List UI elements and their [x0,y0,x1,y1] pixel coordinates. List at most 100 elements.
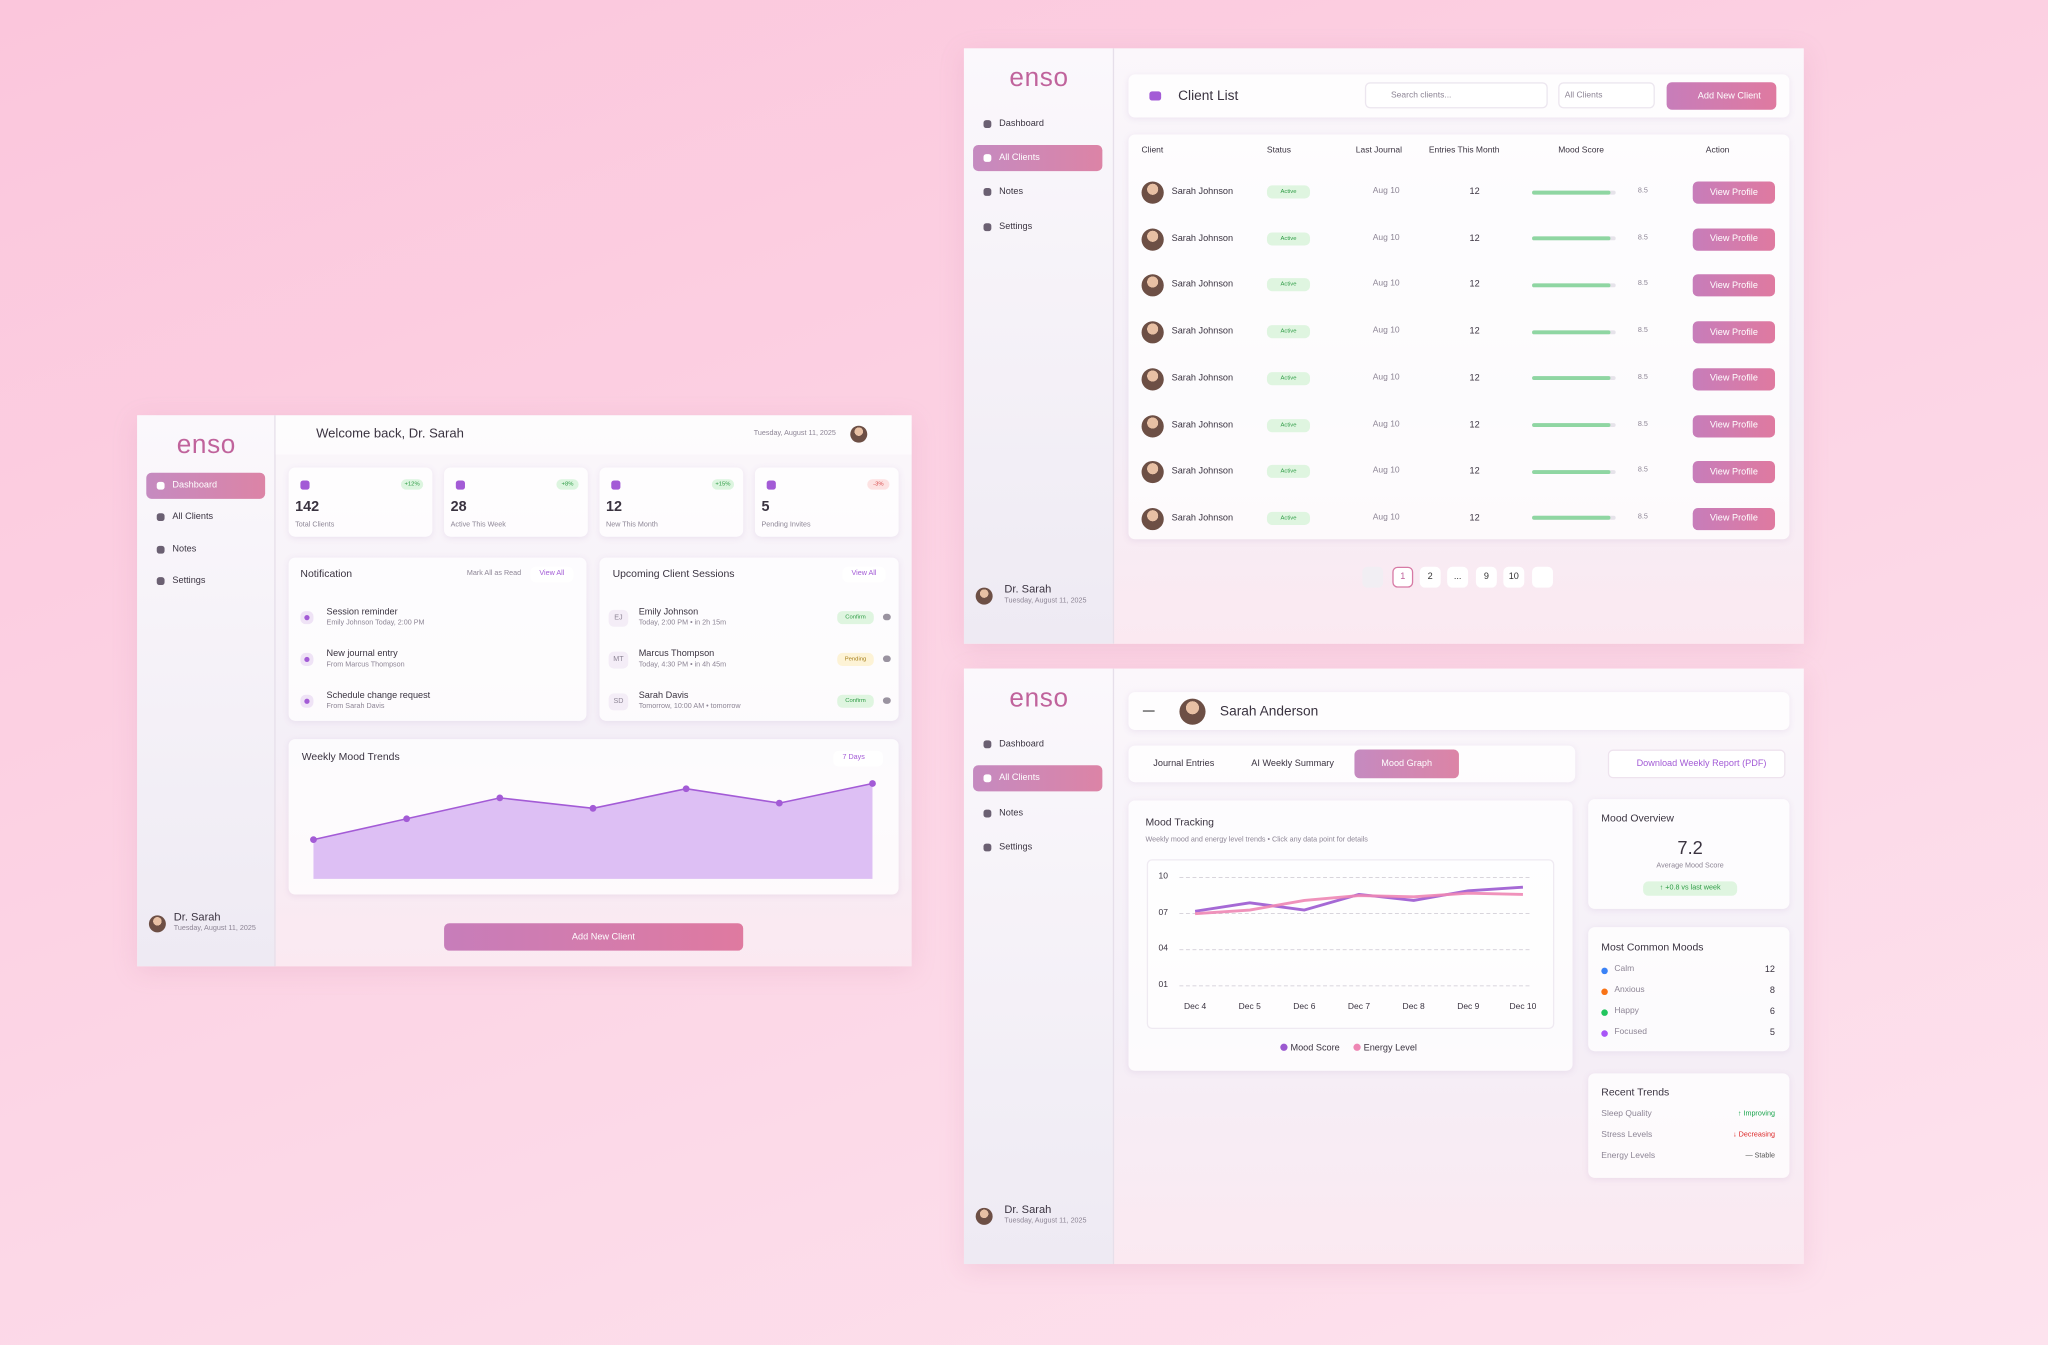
back-arrow[interactable] [1142,710,1155,713]
view-profile-btn[interactable] [1692,274,1776,297]
nav-item[interactable]: Settings [999,842,1033,853]
stat-label: New This Month [606,521,658,530]
page-label[interactable]: 10 [1508,572,1519,582]
mark-all[interactable]: Mark All as Read [466,569,522,578]
page-next[interactable] [1532,566,1553,588]
view-profile-btn[interactable] [1692,367,1776,391]
view-all[interactable]: View All [539,569,565,578]
column-header[interactable]: Mood Score [1558,145,1604,156]
column-header[interactable]: Last Journal [1355,145,1403,156]
mood-count: 8 [1769,986,1776,996]
chat-icon[interactable] [882,655,891,663]
nav-active[interactable] [973,144,1103,172]
view-profile-btn[interactable] [1692,321,1776,344]
download-btn[interactable] [1607,749,1786,779]
status-pill [1266,418,1311,432]
page-label[interactable]: 2 [1427,572,1433,582]
client-avatar [1141,414,1164,437]
client-name: Sarah Anderson [1219,703,1319,720]
entries: 12 [1469,327,1480,337]
filter-select[interactable] [1558,82,1655,109]
search-placeholder[interactable]: Search clients... [1391,90,1452,100]
filter-label[interactable]: All Clients [1564,90,1603,100]
tab-active[interactable] [1354,749,1459,779]
mood-score: 8.5 [1637,466,1648,475]
view-profile-label[interactable]: View Profile [1709,421,1758,431]
legend-label: Energy Level [1363,1043,1417,1053]
sessions-card [599,557,899,721]
chat-icon[interactable] [882,697,891,704]
range-label[interactable]: 7 Days [842,753,865,762]
nav-item[interactable]: Settings [999,222,1033,232]
view-profile-label[interactable]: View Profile [1709,188,1758,198]
download-label[interactable]: Download Weekly Report (PDF) [1636,759,1767,769]
nav-item[interactable]: Dashboard [999,119,1044,129]
page-prev[interactable] [1362,566,1384,588]
add-client-label[interactable]: Add New Client [1697,91,1761,101]
nav-item[interactable]: All Clients [999,773,1040,783]
page-btn[interactable] [1392,566,1414,588]
nav-icon [983,223,992,232]
nav-icon [156,545,165,554]
search-box[interactable] [1364,82,1548,109]
range-select[interactable] [833,750,883,767]
nav-item[interactable]: Notes [999,808,1024,819]
view-profile-btn[interactable] [1692,414,1776,437]
view-profile-label[interactable]: View Profile [1709,467,1758,477]
stat-icon [455,480,465,490]
tab[interactable]: Mood Graph [1381,759,1433,769]
view-profile-label[interactable]: View Profile [1709,281,1758,291]
page-label[interactable]: 1 [1400,572,1406,582]
session-status[interactable]: Confirm [845,613,866,620]
page-btn[interactable] [1475,566,1497,588]
view-all-btn[interactable] [530,566,574,583]
view-profile-label[interactable]: View Profile [1709,327,1758,338]
view-profile-label[interactable]: View Profile [1709,374,1758,384]
session-status[interactable]: Confirm [845,696,866,704]
stat-label: Active This Week [450,521,506,530]
page-btn[interactable] [1503,566,1525,588]
mood-bar [1532,189,1610,194]
tab[interactable]: Journal Entries [1153,759,1215,769]
page-btn[interactable] [1447,566,1469,588]
column-header[interactable]: Entries This Month [1428,145,1500,156]
view-profile-btn[interactable] [1692,228,1776,251]
header-bar [275,415,912,455]
add-client-label[interactable]: Add New Client [571,932,635,942]
page-btn[interactable] [1419,566,1441,588]
page-label[interactable]: ... [1453,572,1462,582]
nav-item[interactable]: Notes [172,545,197,555]
nav-item[interactable]: All Clients [172,512,214,522]
client-avatar [1141,274,1164,297]
view-all-btn[interactable] [842,566,886,583]
view-all[interactable]: View All [851,569,877,578]
logo: enso [1009,63,1069,93]
view-profile-btn[interactable] [1692,181,1776,204]
view-profile-label[interactable]: View Profile [1709,514,1758,524]
page-label[interactable]: 9 [1483,572,1489,582]
column-header[interactable]: Action [1705,145,1730,156]
user-date: Tuesday, August 11, 2025 [1004,597,1087,605]
nav-item[interactable]: Notes [999,187,1024,197]
last-journal: Aug 10 [1372,279,1400,289]
nav-item[interactable]: Settings [172,576,206,586]
header-card [1128,692,1790,730]
session-status[interactable]: Pending [844,655,867,662]
view-profile-btn[interactable] [1692,461,1776,484]
add-client-btn[interactable] [444,923,744,951]
nav-item[interactable]: Dashboard [999,739,1044,749]
nav-active[interactable] [146,472,266,499]
add-client-btn[interactable] [1666,82,1777,110]
stat-card [444,467,588,537]
column-header[interactable]: Client [1141,145,1164,156]
view-profile-btn[interactable] [1692,507,1776,531]
nav-item[interactable]: All Clients [999,153,1040,163]
client-name: Sarah Johnson [1171,373,1234,383]
column-header[interactable]: Status [1266,145,1292,156]
tab[interactable]: AI Weekly Summary [1251,759,1334,769]
sidebar [137,415,276,967]
view-profile-label[interactable]: View Profile [1709,234,1758,244]
nav-item[interactable]: Dashboard [172,481,218,491]
nav-active[interactable] [973,765,1103,792]
chat-icon[interactable] [882,613,891,621]
